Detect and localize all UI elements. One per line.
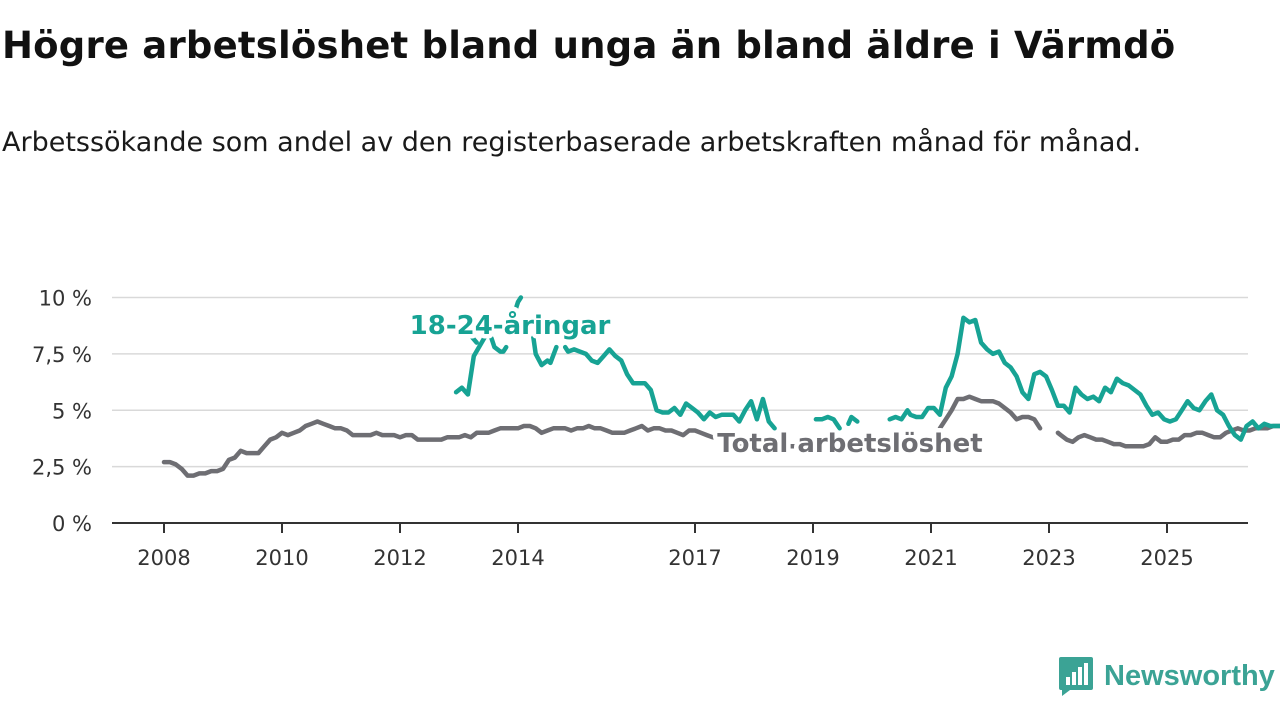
series-line-1 bbox=[161, 419, 816, 478]
series-line-0 bbox=[453, 333, 488, 397]
brand-name: Newsworthy bbox=[1104, 659, 1275, 692]
x-tick-label: 2017 bbox=[668, 546, 721, 570]
y-tick-label: 2,5 % bbox=[32, 456, 92, 480]
series-annotation-1: Total arbetslöshet bbox=[717, 429, 982, 459]
series-line-0 bbox=[846, 414, 860, 427]
x-tick-label: 2010 bbox=[255, 546, 308, 570]
chart-title: Högre arbetslöshet bland unga än bland ä… bbox=[2, 24, 1176, 67]
series-annotation-0: 18-24-åringar bbox=[410, 309, 611, 341]
x-tick-label: 2023 bbox=[1022, 546, 1075, 570]
x-tick-label: 2008 bbox=[137, 546, 190, 570]
series-lines bbox=[161, 295, 1280, 478]
series-line-0 bbox=[887, 315, 1280, 442]
series-line-0 bbox=[530, 331, 559, 368]
y-tick-label: 10 % bbox=[39, 287, 92, 311]
x-tick-label: 2019 bbox=[786, 546, 839, 570]
chart-subtitle: Arbetssökande som andel av den registerb… bbox=[2, 127, 1142, 158]
series-line-1 bbox=[1055, 423, 1280, 449]
newsworthy-brand: Newsworthy bbox=[1058, 654, 1275, 698]
series-line-0 bbox=[489, 335, 509, 354]
x-tick-label: 2025 bbox=[1140, 546, 1193, 570]
newsworthy-logo-icon bbox=[1059, 657, 1093, 696]
x-tick-label: 2021 bbox=[904, 546, 957, 570]
series-line-1 bbox=[937, 394, 1043, 431]
series-line-0 bbox=[562, 344, 777, 431]
y-axis-ticks: 0 % 2,5 % 5 % 7,5 % 10 % bbox=[32, 287, 92, 537]
x-tick-label: 2012 bbox=[373, 546, 426, 570]
gridlines bbox=[112, 296, 1248, 468]
x-axis: 2008 2010 2012 2014 2017 2019 2021 2023 2025 bbox=[112, 522, 1248, 570]
y-tick-label: 0 % bbox=[52, 512, 92, 536]
series-line-0 bbox=[813, 414, 842, 431]
y-tick-label: 7,5 % bbox=[32, 343, 92, 367]
x-tick-label: 2014 bbox=[491, 546, 544, 570]
y-tick-label: 5 % bbox=[52, 399, 92, 423]
series-line-0 bbox=[512, 295, 524, 314]
series-line-0 bbox=[468, 333, 479, 345]
